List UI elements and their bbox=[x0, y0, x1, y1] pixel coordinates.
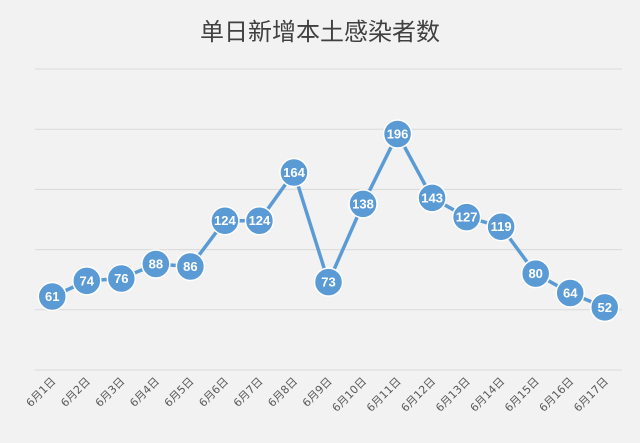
data-label: 80 bbox=[528, 266, 542, 281]
x-tick-label: 6月1日 bbox=[24, 375, 59, 410]
x-tick-label: 6月17日 bbox=[571, 375, 611, 415]
data-point-marker bbox=[451, 202, 482, 232]
data-label: 164 bbox=[283, 165, 305, 180]
gridlines bbox=[35, 68, 622, 371]
data-label: 61 bbox=[45, 289, 59, 304]
data-label: 73 bbox=[321, 275, 335, 290]
data-point-marker bbox=[210, 205, 240, 236]
x-tick-label: 6月15日 bbox=[502, 375, 542, 415]
chart-title: 单日新增本土感染者数 bbox=[200, 18, 440, 46]
data-point-marker bbox=[72, 266, 102, 296]
data-point-marker bbox=[106, 263, 137, 294]
data-label: 52 bbox=[598, 300, 612, 315]
x-tick-label: 6月8日 bbox=[265, 375, 300, 410]
data-label: 64 bbox=[563, 285, 578, 300]
x-tick-label: 6月13日 bbox=[433, 375, 473, 415]
data-label: 127 bbox=[456, 210, 478, 225]
data-label: 124 bbox=[249, 213, 271, 228]
data-label: 143 bbox=[421, 190, 443, 205]
data-point-marker bbox=[417, 183, 447, 213]
data-point-marker bbox=[589, 292, 620, 323]
data-label: 119 bbox=[491, 219, 512, 234]
data-point-marker bbox=[244, 205, 275, 236]
x-tick-label: 6月11日 bbox=[364, 375, 404, 415]
x-tick-label: 6月12日 bbox=[399, 375, 439, 415]
x-tick-label: 6月10日 bbox=[330, 375, 370, 415]
data-point-marker bbox=[141, 249, 171, 279]
data-point-marker bbox=[520, 258, 551, 289]
data-label: 138 bbox=[352, 196, 374, 211]
data-point-marker bbox=[279, 157, 309, 188]
x-axis-tick-labels: 6月1日 6月2日 6月3日 6月4日 6月5日 6月6日 6月7日 6月8日 6月9日6月10… bbox=[24, 375, 611, 415]
x-tick-label: 6月14日 bbox=[468, 375, 508, 415]
data-label: 124 bbox=[214, 213, 236, 228]
x-tick-label: 6月3日 bbox=[93, 375, 128, 410]
data-point-marker bbox=[348, 189, 378, 219]
data-point-marker bbox=[313, 267, 344, 297]
data-label: 74 bbox=[80, 273, 95, 288]
data-labels: 61 74 76 88 86 124 124 164 73 138 196 143 127 119 80 64… bbox=[45, 127, 612, 315]
markers bbox=[37, 119, 620, 323]
data-point-marker bbox=[382, 119, 413, 149]
data-label: 196 bbox=[387, 127, 409, 142]
data-point-marker bbox=[37, 281, 68, 312]
data-point-marker bbox=[486, 211, 516, 242]
data-label: 88 bbox=[149, 257, 163, 272]
x-tick-label: 6月16日 bbox=[537, 375, 577, 415]
x-tick-label: 6月5日 bbox=[162, 375, 197, 410]
data-label: 86 bbox=[183, 259, 197, 274]
x-tick-label: 6月6日 bbox=[196, 375, 231, 410]
x-tick-label: 6月7日 bbox=[231, 375, 266, 410]
data-point-marker bbox=[555, 278, 585, 308]
data-point-marker bbox=[175, 251, 206, 282]
data-label: 76 bbox=[114, 271, 128, 286]
x-tick-label: 6月2日 bbox=[58, 375, 93, 410]
x-tick-label: 6月4日 bbox=[127, 375, 162, 410]
